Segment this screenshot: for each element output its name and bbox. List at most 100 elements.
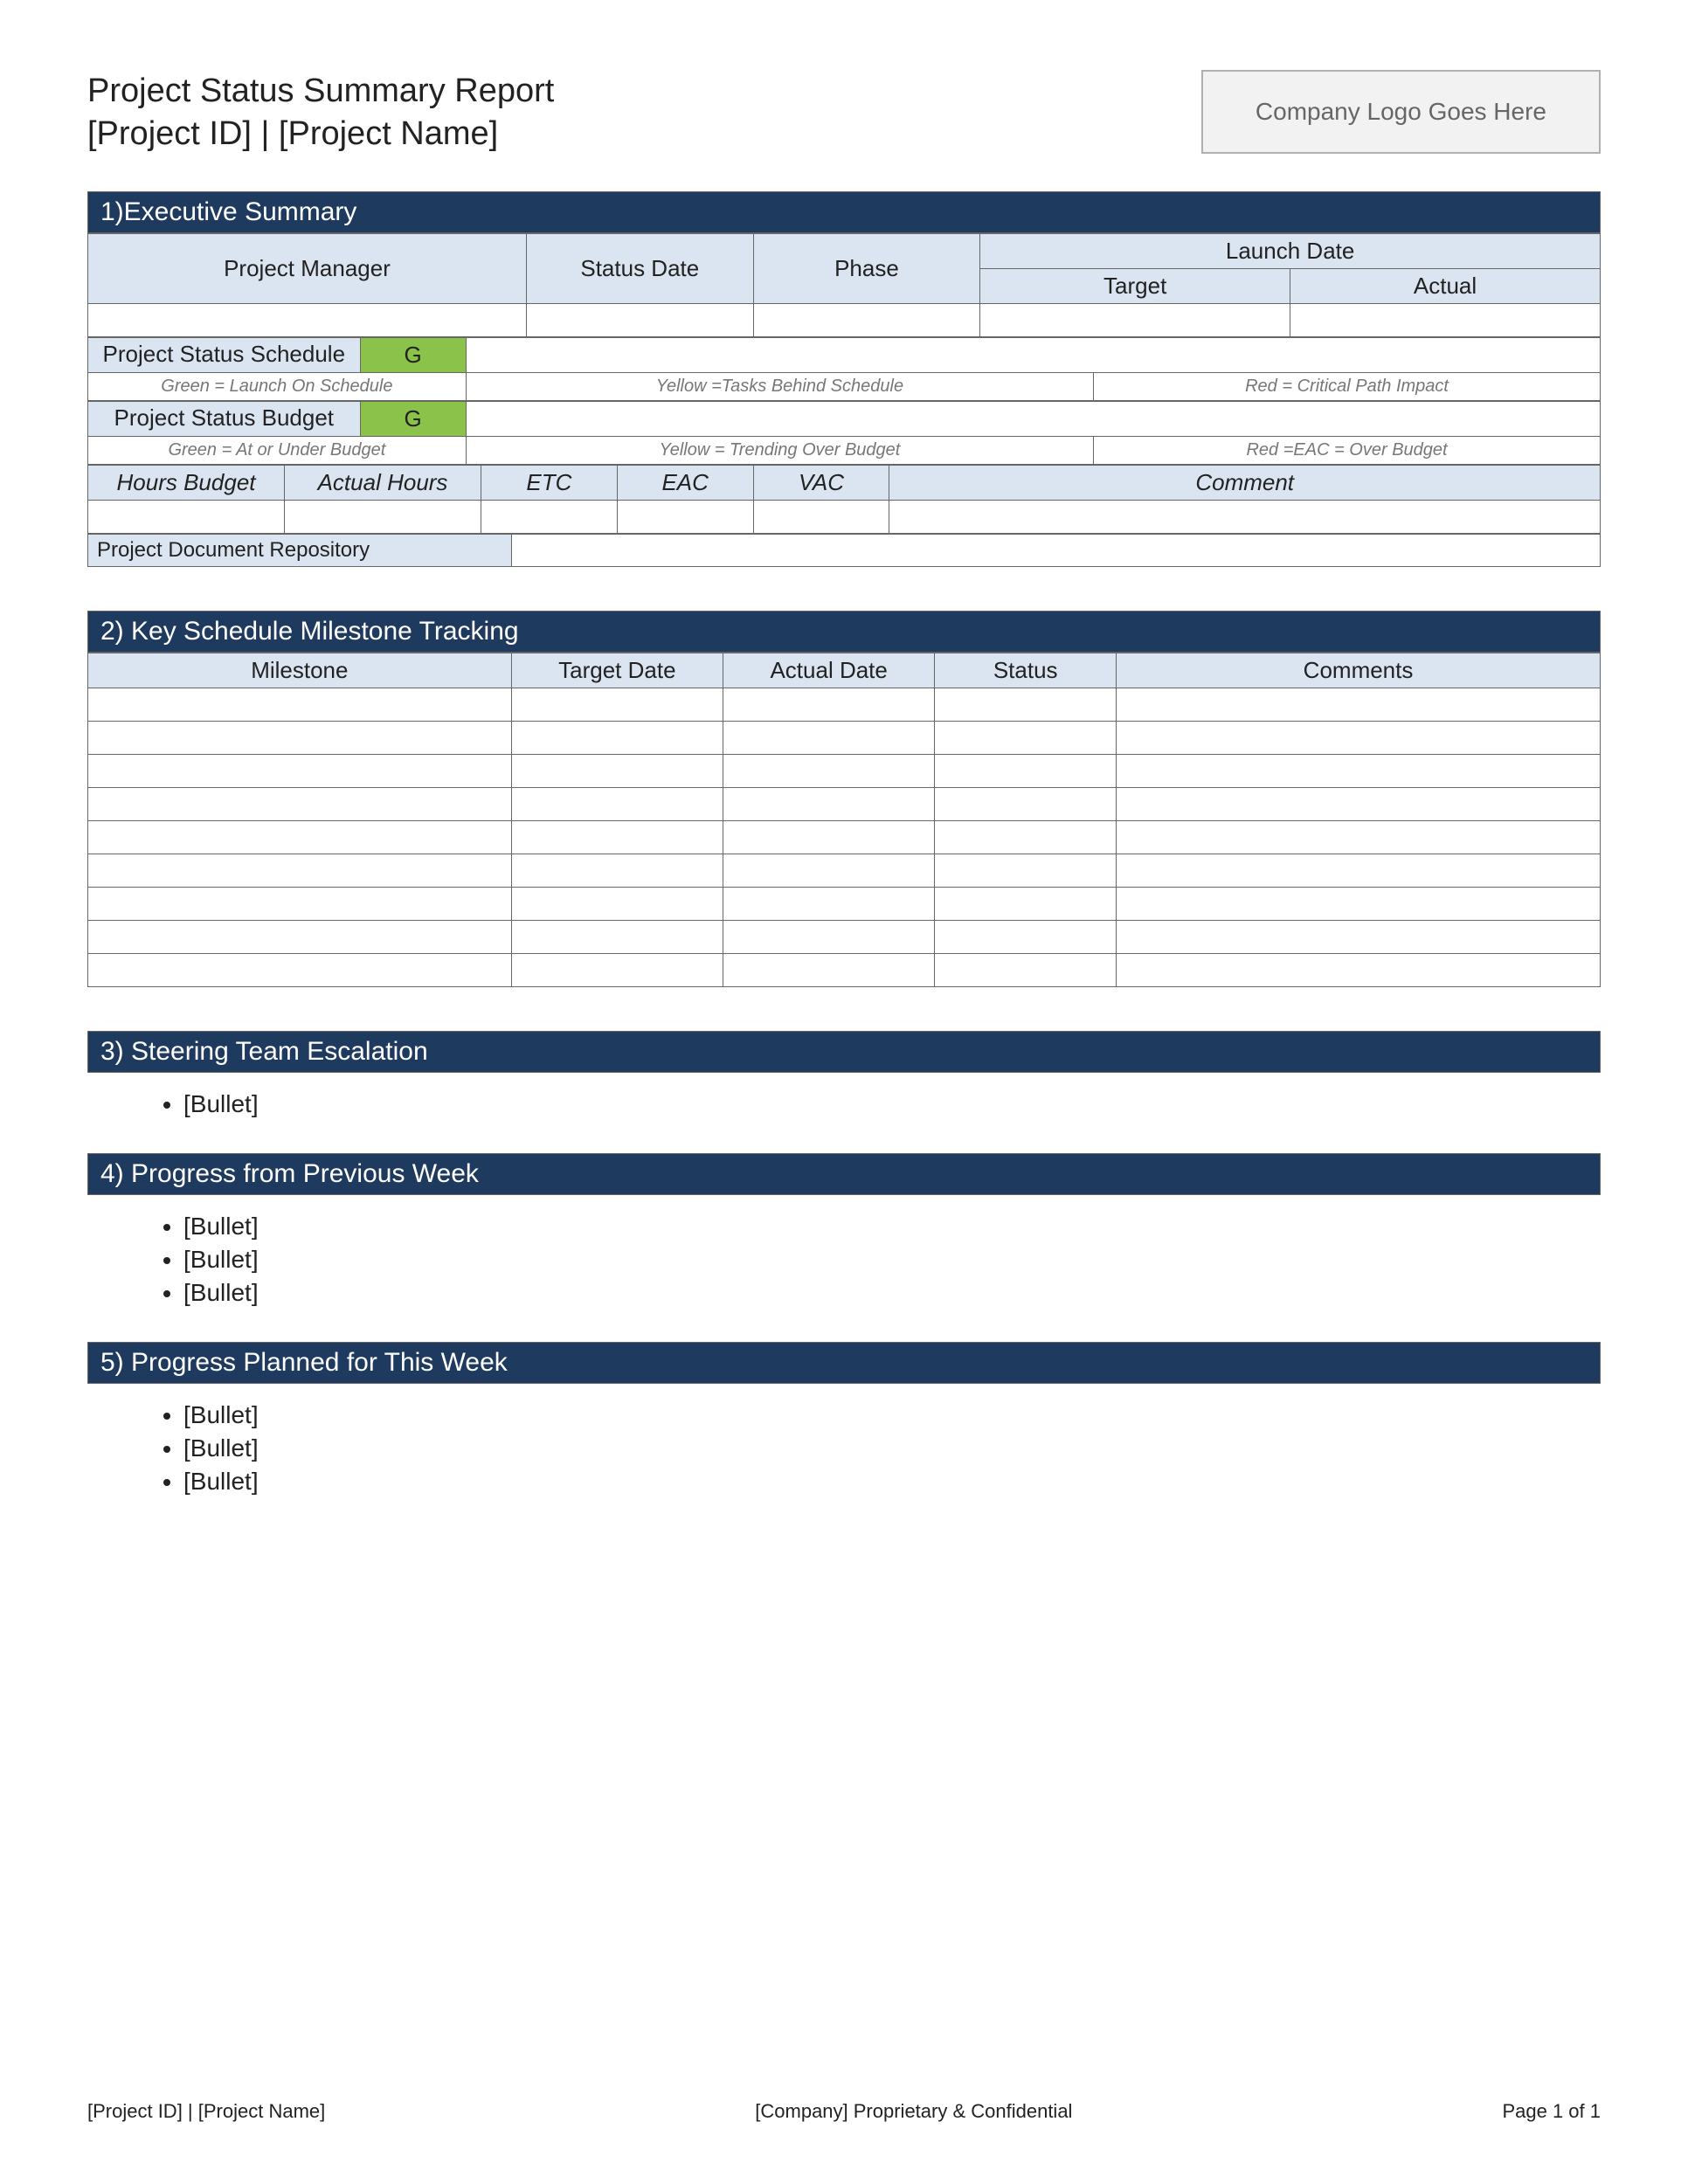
milestone-cell	[723, 787, 935, 820]
col-phase: Phase	[753, 233, 980, 303]
col-actual-hours: Actual Hours	[285, 465, 481, 500]
title-line-1: Project Status Summary Report	[87, 70, 554, 113]
exec-summary-table: Project Manager Status Date Phase Launch…	[87, 233, 1601, 337]
milestone-cell	[1117, 721, 1601, 754]
section-5-title: 5) Progress Planned for This Week	[87, 1342, 1601, 1384]
milestone-row	[88, 887, 1601, 920]
bullet-item: [Bullet]	[183, 1246, 1601, 1274]
status-schedule-value: G	[360, 337, 466, 372]
milestone-cell	[935, 787, 1117, 820]
cell-pm-value	[88, 303, 527, 336]
milestone-row	[88, 920, 1601, 953]
footer-right: Page 1 of 1	[1502, 2100, 1601, 2123]
milestone-cell	[1117, 754, 1601, 787]
logo-placeholder: Company Logo Goes Here	[1201, 70, 1601, 154]
bullet-item: [Bullet]	[183, 1401, 1601, 1429]
milestone-cell	[511, 887, 723, 920]
section-3-title: 3) Steering Team Escalation	[87, 1031, 1601, 1073]
milestone-cell	[88, 920, 512, 953]
milestone-cell	[935, 854, 1117, 887]
ms-col-target: Target Date	[511, 653, 723, 688]
legend-schedule-red: Red = Critical Path Impact	[1094, 372, 1601, 400]
milestone-cell	[1117, 953, 1601, 986]
milestone-cell	[88, 721, 512, 754]
milestone-cell	[511, 688, 723, 721]
repo-label: Project Document Repository	[88, 534, 512, 566]
bullet-item: [Bullet]	[183, 1279, 1601, 1307]
status-budget-table: Project Status Budget G Green = At or Un…	[87, 401, 1601, 465]
cell-hours-budget	[88, 500, 285, 533]
cell-actual-value	[1290, 303, 1601, 336]
repo-value	[511, 534, 1600, 566]
milestone-table: Milestone Target Date Actual Date Status…	[87, 653, 1601, 987]
milestone-cell	[723, 953, 935, 986]
milestone-cell	[935, 953, 1117, 986]
ms-col-comments: Comments	[1117, 653, 1601, 688]
section-2-title: 2) Key Schedule Milestone Tracking	[87, 611, 1601, 653]
status-budget-label: Project Status Budget	[88, 401, 361, 436]
status-schedule-table: Project Status Schedule G Green = Launch…	[87, 337, 1601, 401]
cell-comment	[889, 500, 1601, 533]
section-3-bullets: [Bullet]	[149, 1090, 1601, 1118]
milestone-row	[88, 820, 1601, 854]
bullet-item: [Bullet]	[183, 1468, 1601, 1496]
milestone-cell	[88, 854, 512, 887]
milestone-cell	[723, 920, 935, 953]
milestone-cell	[935, 688, 1117, 721]
milestone-cell	[723, 887, 935, 920]
cell-eac	[617, 500, 753, 533]
milestone-row	[88, 787, 1601, 820]
budget-table: Hours Budget Actual Hours ETC EAC VAC Co…	[87, 465, 1601, 534]
milestone-cell	[935, 887, 1117, 920]
status-budget-value: G	[360, 401, 466, 436]
ms-col-status: Status	[935, 653, 1117, 688]
milestone-cell	[88, 820, 512, 854]
milestone-cell	[935, 820, 1117, 854]
col-actual: Actual	[1290, 268, 1601, 303]
legend-budget-yellow: Yellow = Trending Over Budget	[466, 436, 1093, 464]
milestone-cell	[88, 887, 512, 920]
cell-phase-value	[753, 303, 980, 336]
milestone-cell	[88, 688, 512, 721]
cell-vac	[753, 500, 889, 533]
milestone-cell	[511, 787, 723, 820]
col-project-manager: Project Manager	[88, 233, 527, 303]
milestone-cell	[723, 721, 935, 754]
status-schedule-blank	[466, 337, 1600, 372]
section-4-bullets: [Bullet][Bullet][Bullet]	[149, 1213, 1601, 1307]
milestone-cell	[723, 854, 935, 887]
bullet-item: [Bullet]	[183, 1434, 1601, 1462]
cell-etc	[481, 500, 618, 533]
milestone-row	[88, 721, 1601, 754]
milestone-cell	[1117, 920, 1601, 953]
cell-status-date-value	[526, 303, 753, 336]
cell-target-value	[980, 303, 1290, 336]
title-block: Project Status Summary Report [Project I…	[87, 70, 554, 156]
milestone-cell	[723, 820, 935, 854]
page-footer: [Project ID] | [Project Name] [Company] …	[87, 2100, 1601, 2123]
milestone-cell	[88, 754, 512, 787]
milestone-cell	[88, 787, 512, 820]
milestone-cell	[935, 754, 1117, 787]
section-5-bullets: [Bullet] [Bullet] [Bullet]	[149, 1401, 1601, 1496]
milestone-row	[88, 754, 1601, 787]
col-comment: Comment	[889, 465, 1601, 500]
cell-actual-hours	[285, 500, 481, 533]
footer-center: [Company] Proprietary & Confidential	[755, 2100, 1072, 2123]
col-hours-budget: Hours Budget	[88, 465, 285, 500]
milestone-cell	[1117, 820, 1601, 854]
section-4-title: 4) Progress from Previous Week	[87, 1153, 1601, 1195]
col-eac: EAC	[617, 465, 753, 500]
milestone-row	[88, 688, 1601, 721]
bullet-item: [Bullet]	[183, 1090, 1601, 1118]
milestone-cell	[88, 953, 512, 986]
status-schedule-label: Project Status Schedule	[88, 337, 361, 372]
milestone-cell	[511, 820, 723, 854]
footer-left: [Project ID] | [Project Name]	[87, 2100, 325, 2123]
milestone-cell	[511, 953, 723, 986]
milestone-row	[88, 854, 1601, 887]
col-launch-date: Launch Date	[980, 233, 1601, 268]
milestone-cell	[935, 721, 1117, 754]
milestone-cell	[935, 920, 1117, 953]
milestone-cell	[511, 754, 723, 787]
